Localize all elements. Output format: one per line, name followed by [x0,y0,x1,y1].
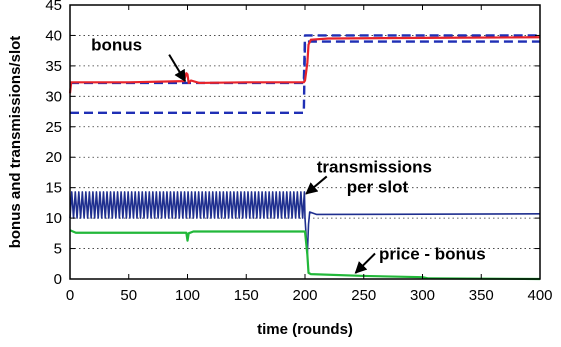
annotation-price-bonus-line-0: price - bonus [379,245,486,264]
x-tick-label-400: 400 [527,287,552,304]
x-tick-label-200: 200 [292,287,317,304]
y-tick-label-25: 25 [45,119,62,136]
y-tick-label-10: 10 [45,210,62,227]
annotation-transmissions-per-slot: transmissions per slot [317,157,432,196]
annotation-transmissions-per-slot-line-0: transmissions [317,157,432,176]
y-tick-label-40: 40 [45,27,62,44]
x-tick-label-300: 300 [410,287,435,304]
y-tick-label-15: 15 [45,180,62,197]
y-axis-title: bonus and transmissions/slot [7,36,24,249]
annotation-price-bonus-arrow [354,252,376,274]
annotation-bonus-arrow [168,54,187,83]
y-tick-label-45: 45 [45,0,62,14]
x-tick-label-250: 250 [351,287,376,304]
x-tick-label-50: 50 [120,287,137,304]
x-tick-label-100: 100 [175,287,200,304]
annotation-transmissions-per-slot-arrow [305,175,328,195]
series-price-minus-bonus [69,229,541,281]
annotation-bonus-line-0: bonus [91,36,142,55]
y-tick-label-35: 35 [45,58,62,75]
annotation-bonus: bonus [91,36,142,55]
x-tick-label-350: 350 [469,287,494,304]
annotation-price-bonus: price - bonus [379,245,486,264]
y-tick-label-0: 0 [54,271,62,288]
annotations: bonus transmissions per slot price - bonus [91,36,486,274]
annotation-transmissions-per-slot-line-1: per slot [347,177,409,196]
x-tick-label-0: 0 [66,287,74,304]
axis-ticks: 0 50 100 150 200 250 300 350 400 0 5 10 15 20 25 30 35 40… [45,0,552,304]
x-axis-title: time (rounds) [257,321,353,338]
x-tick-label-150: 150 [234,287,259,304]
y-tick-label-20: 20 [45,149,62,166]
y-tick-label-30: 30 [45,88,62,105]
series-transmissions [69,191,541,256]
y-tick-label-5: 5 [54,241,62,258]
